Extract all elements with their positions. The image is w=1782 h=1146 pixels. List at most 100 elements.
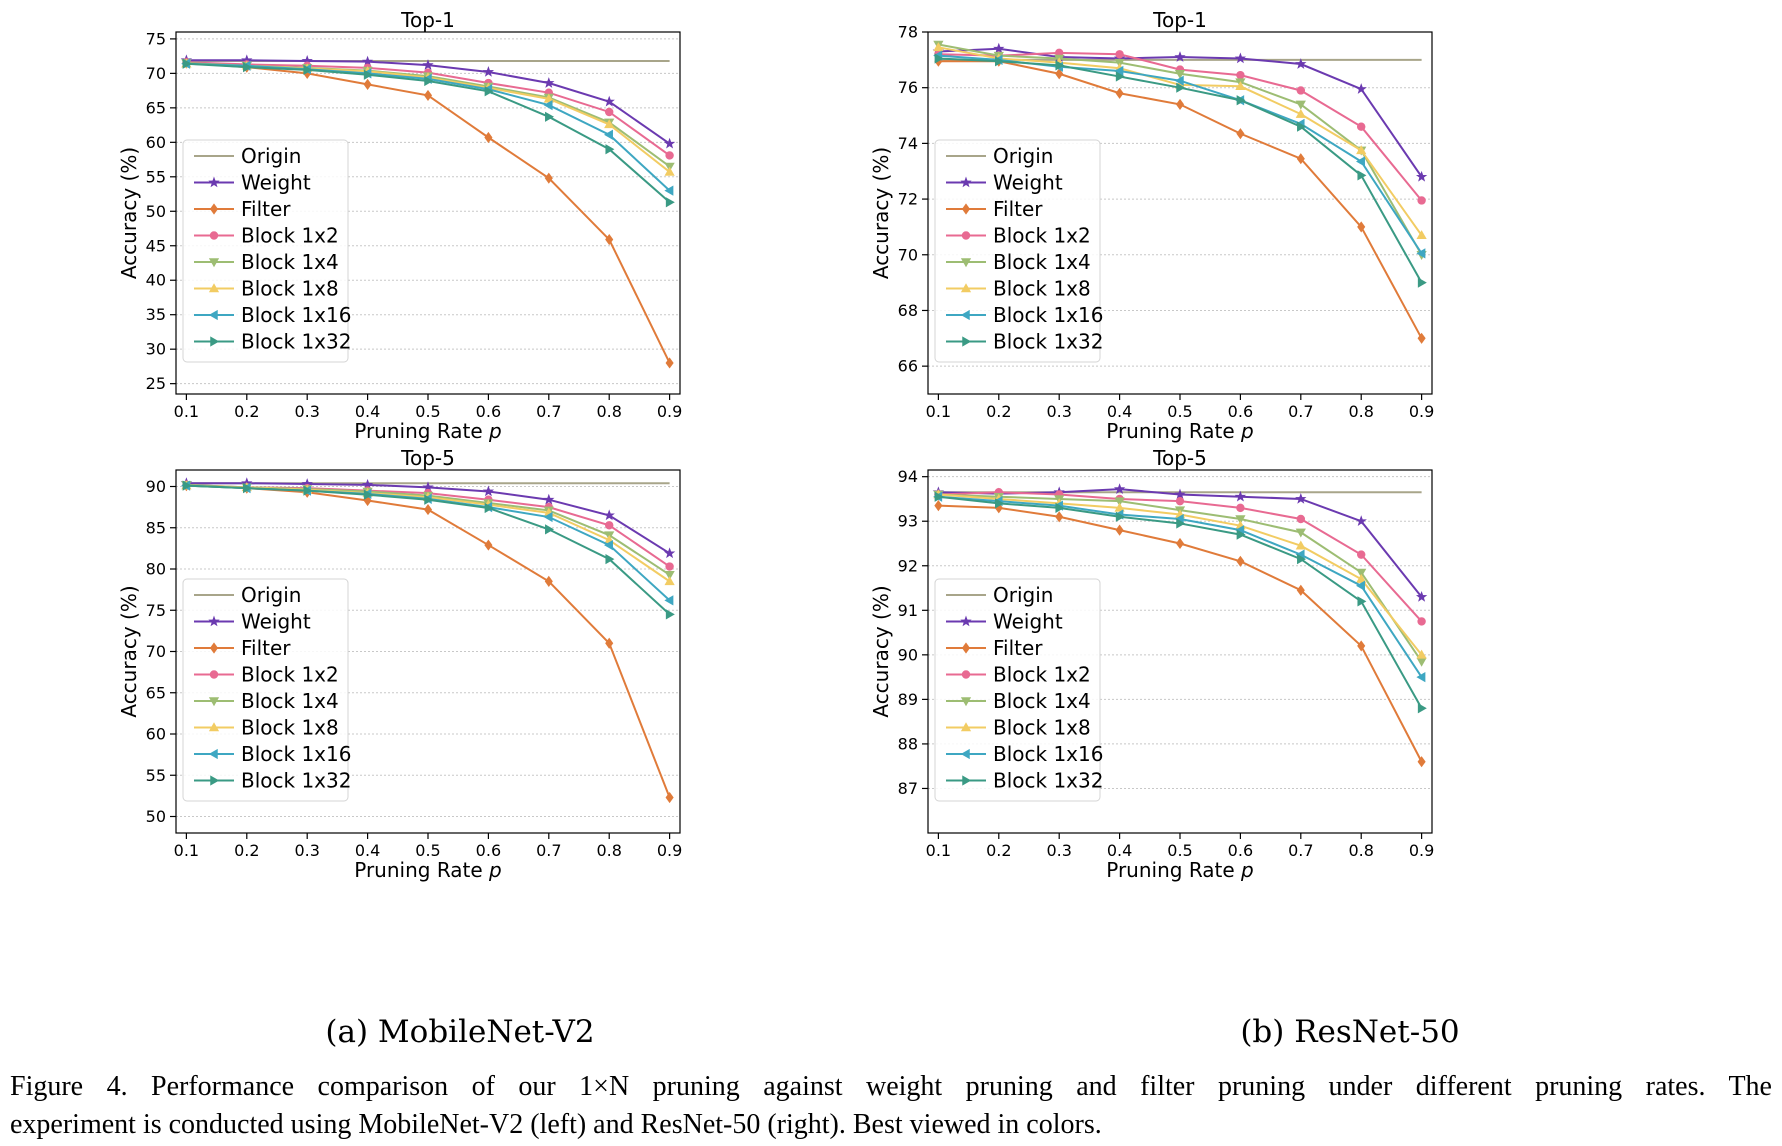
legend-marker-block-1x2 — [961, 670, 971, 679]
legend-item-block-1x8: Block 1x8 — [194, 716, 339, 740]
legend-marker-block-1x8 — [960, 722, 972, 732]
xtick-label-0: 0.1 — [926, 841, 951, 860]
legend-label-origin: Origin — [993, 583, 1053, 607]
legend-label-block-1x2: Block 1x2 — [241, 663, 339, 687]
legend-item-block-1x8: Block 1x8 — [194, 277, 339, 301]
ytick-label-45: 45 — [146, 236, 166, 255]
legend-item-weight: Weight — [194, 610, 311, 634]
ytick-label-55: 55 — [146, 167, 166, 186]
ytick-label-40: 40 — [146, 271, 166, 290]
point-block-1x32-8 — [1417, 277, 1427, 288]
legend-item-filter: Filter — [946, 636, 1043, 660]
point-weight-4 — [422, 59, 434, 70]
ytick-label-60: 60 — [146, 133, 166, 152]
xtick-label-5: 0.6 — [476, 841, 501, 860]
ytick-label-30: 30 — [146, 340, 166, 359]
point-block-1x32-0 — [182, 58, 192, 69]
point-block-1x32-6 — [1297, 121, 1307, 132]
ytick-label-25: 25 — [146, 374, 166, 393]
legend-item-origin: Origin — [946, 144, 1053, 168]
legend-item-block-1x2: Block 1x2 — [946, 224, 1091, 248]
ytick-label-65: 65 — [146, 683, 166, 702]
legend-label-block-1x8: Block 1x8 — [993, 277, 1091, 301]
legend-label-block-1x8: Block 1x8 — [993, 716, 1091, 740]
point-block-1x2-3 — [1115, 50, 1124, 59]
legend-label-filter: Filter — [993, 636, 1043, 660]
point-block-1x32-8 — [1417, 703, 1427, 714]
xtick-label-6: 0.7 — [1288, 402, 1313, 421]
legend-item-origin: Origin — [194, 144, 301, 168]
y-axis-label-right-top1: Accuracy (%) — [869, 147, 893, 279]
xtick-label-5: 0.6 — [1228, 402, 1253, 421]
point-filter-4 — [1175, 537, 1185, 550]
point-block-1x2-8 — [665, 562, 674, 571]
point-block-1x32-5 — [1236, 95, 1246, 106]
legend-label-block-1x16: Block 1x16 — [993, 742, 1103, 766]
ytick-label-75: 75 — [146, 601, 166, 620]
legend-item-filter: Filter — [194, 197, 291, 221]
point-block-1x32-1 — [995, 498, 1004, 509]
point-filter-6 — [1296, 153, 1305, 165]
point-block-1x32-1 — [995, 56, 1004, 67]
legend-item-block-1x32: Block 1x32 — [194, 330, 351, 354]
ytick-label-88: 88 — [898, 734, 918, 753]
xtick-label-3: 0.4 — [355, 841, 380, 860]
point-weight-6 — [543, 77, 555, 88]
xtick-label-1: 0.2 — [986, 402, 1011, 421]
legend-label-block-1x2: Block 1x2 — [993, 224, 1091, 248]
point-filter-0 — [934, 500, 943, 512]
chart-left-top1: 25 30 35 40 45 50 55 60 65 70 75 0.1 0.2 0.3 0.4 0.5 0.6… — [117, 8, 682, 443]
xtick-label-3: 0.4 — [1107, 402, 1132, 421]
legend-label-block-1x4: Block 1x4 — [241, 250, 339, 274]
point-filter-8 — [665, 357, 674, 369]
legend-item-filter: Filter — [194, 636, 291, 660]
point-block-1x32-0 — [934, 491, 944, 502]
legend-item-block-1x4: Block 1x4 — [194, 250, 339, 274]
series-filter — [934, 500, 1426, 768]
legend-label-block-1x8: Block 1x8 — [241, 716, 339, 740]
legend-item-block-1x16: Block 1x16 — [194, 742, 351, 766]
chart-left-top5: 50 55 60 65 70 75 80 85 90 0.1 0.2 0.3 0.4 0.5 0.6 0.7 0… — [117, 446, 682, 882]
point-filter-4 — [423, 89, 433, 102]
point-block-1x32-4 — [424, 75, 434, 87]
point-block-1x32-2 — [1055, 60, 1065, 71]
ytick-label-93: 93 — [898, 512, 918, 531]
ytick-label-94: 94 — [898, 467, 918, 486]
point-block-1x32-2 — [303, 64, 313, 76]
point-block-1x8-8 — [664, 576, 675, 586]
point-block-1x2-5 — [1236, 503, 1245, 513]
ytick-label-78: 78 — [898, 23, 918, 42]
figure-canvas: 25 30 35 40 45 50 55 60 65 70 75 0.1 0.2 0.3 0.4 0.5 0.6… — [117, 8, 1434, 882]
xtick-label-0: 0.1 — [174, 841, 199, 860]
legend-label-block-1x8: Block 1x8 — [241, 277, 339, 301]
point-block-1x8-3 — [1114, 502, 1125, 512]
legend-label-weight: Weight — [993, 171, 1063, 195]
x-axis-label-right-top1: Pruning Rate p — [1106, 419, 1254, 443]
point-block-1x16-6 — [543, 511, 553, 523]
point-block-1x2-6 — [1296, 86, 1306, 95]
xtick-label-2: 0.3 — [294, 841, 319, 860]
legend-marker-block-1x16 — [960, 748, 970, 760]
xtick-label-4: 0.5 — [1167, 402, 1192, 421]
legend-marker-block-1x2 — [209, 670, 219, 679]
legend-item-block-1x4: Block 1x4 — [946, 689, 1091, 713]
legend-item-block-1x2: Block 1x2 — [194, 224, 339, 248]
ytick-label-50: 50 — [146, 202, 166, 221]
point-filter-5 — [484, 131, 493, 144]
series-block-1x32 — [182, 480, 675, 620]
legend-marker-block-1x2 — [209, 231, 219, 240]
point-block-1x2-8 — [665, 151, 674, 160]
point-block-1x32-2 — [303, 485, 313, 496]
legend-item-block-1x2: Block 1x2 — [194, 663, 339, 687]
ytick-label-92: 92 — [898, 556, 918, 575]
legend-label-origin: Origin — [241, 144, 301, 168]
point-filter-5 — [1236, 128, 1245, 140]
point-weight-8 — [1415, 590, 1428, 602]
point-block-1x32-4 — [424, 494, 434, 505]
point-weight-4 — [1174, 51, 1186, 62]
point-block-1x2-4 — [1175, 496, 1185, 506]
legend-marker-block-1x32 — [210, 336, 220, 347]
legend-marker-block-1x4 — [208, 697, 220, 707]
point-weight-6 — [543, 493, 555, 505]
